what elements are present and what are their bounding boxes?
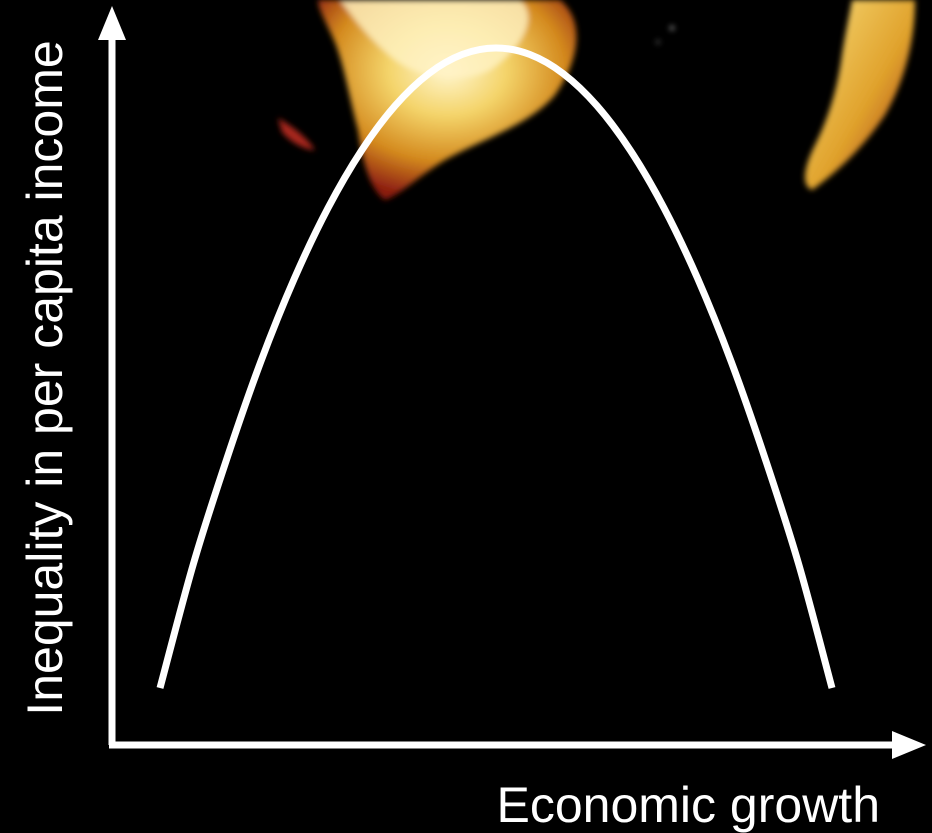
continent-glow-shape: [804, 0, 915, 190]
continent-glow-shape: [278, 118, 315, 150]
star-speck: [656, 40, 660, 44]
axes: [98, 6, 926, 759]
star-speck: [670, 26, 674, 30]
x-axis-label: Economic growth: [497, 777, 881, 833]
inverted-u-curve: [156, 44, 836, 689]
x-axis-arrowhead: [892, 731, 926, 759]
continent-glow-shape: [340, 0, 529, 79]
y-axis-label: Inequality in per capita income: [17, 40, 73, 715]
series-layer: [156, 44, 836, 689]
y-axis-arrowhead: [98, 6, 126, 40]
